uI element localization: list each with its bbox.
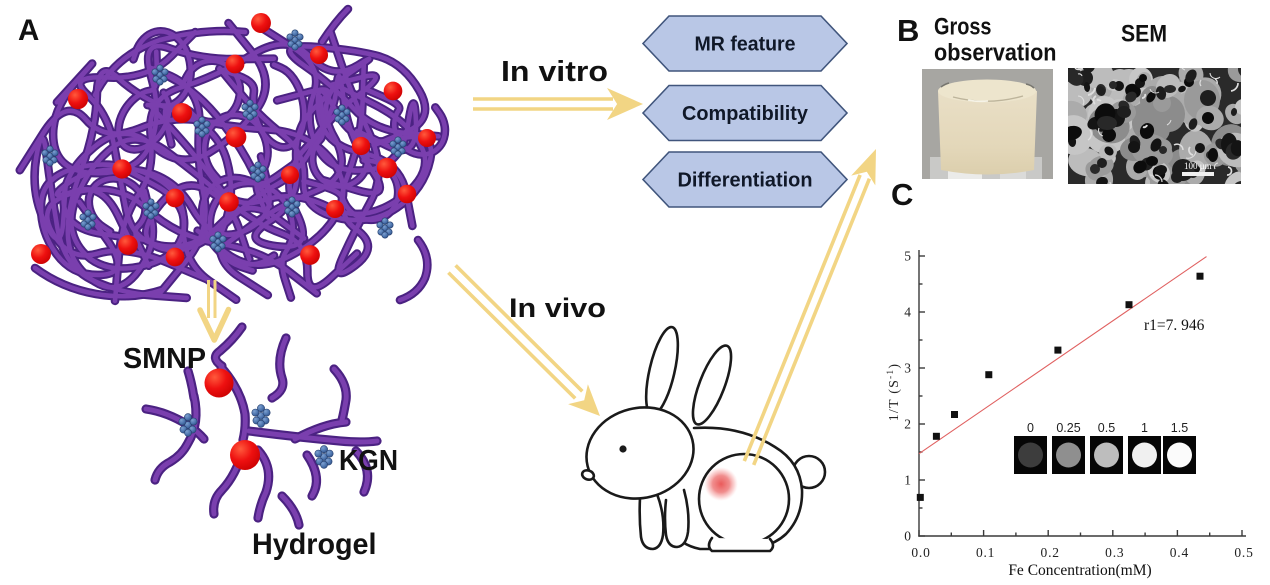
svg-text:0.5: 0.5 bbox=[1234, 545, 1253, 560]
svg-text:4: 4 bbox=[904, 305, 911, 320]
svg-text:Compatibility: Compatibility bbox=[682, 102, 809, 125]
svg-text:Differentiation: Differentiation bbox=[678, 169, 813, 192]
svg-text:1.5: 1.5 bbox=[1171, 421, 1188, 435]
svg-text:KGN: KGN bbox=[339, 445, 398, 477]
svg-text:1: 1 bbox=[904, 473, 911, 488]
svg-text:0: 0 bbox=[904, 529, 911, 544]
svg-text:5: 5 bbox=[904, 249, 911, 264]
svg-text:1: 1 bbox=[1141, 421, 1148, 435]
svg-text:B: B bbox=[897, 13, 919, 48]
svg-text:Hydrogel: Hydrogel bbox=[252, 528, 377, 561]
svg-text:0.3: 0.3 bbox=[1105, 545, 1124, 560]
svg-text:0.25: 0.25 bbox=[1056, 421, 1080, 435]
svg-text:2: 2 bbox=[904, 417, 911, 432]
svg-text:0.5: 0.5 bbox=[1098, 421, 1115, 435]
svg-text:0.2: 0.2 bbox=[1041, 545, 1060, 560]
svg-text:observation: observation bbox=[934, 40, 1057, 67]
svg-text:r1=7. 946: r1=7. 946 bbox=[1144, 317, 1205, 334]
svg-text:In vitro: In vitro bbox=[501, 56, 608, 88]
svg-text:100 μm: 100 μm bbox=[1184, 161, 1212, 171]
svg-text:Fe Concentration(mM): Fe Concentration(mM) bbox=[1008, 562, 1151, 579]
svg-text:0.1: 0.1 bbox=[976, 545, 995, 560]
svg-text:0.0: 0.0 bbox=[911, 545, 930, 560]
svg-text:SMNP: SMNP bbox=[123, 343, 206, 375]
svg-text:A: A bbox=[18, 14, 39, 47]
svg-text:0.4: 0.4 bbox=[1170, 545, 1189, 560]
svg-text:3: 3 bbox=[904, 361, 911, 376]
svg-text:In vivo: In vivo bbox=[509, 293, 606, 323]
svg-text:0: 0 bbox=[1027, 421, 1034, 435]
svg-text:MR feature: MR feature bbox=[695, 33, 796, 56]
svg-text:C: C bbox=[891, 177, 913, 212]
svg-text:SEM: SEM bbox=[1121, 21, 1167, 48]
svg-text:Gross: Gross bbox=[934, 14, 992, 41]
